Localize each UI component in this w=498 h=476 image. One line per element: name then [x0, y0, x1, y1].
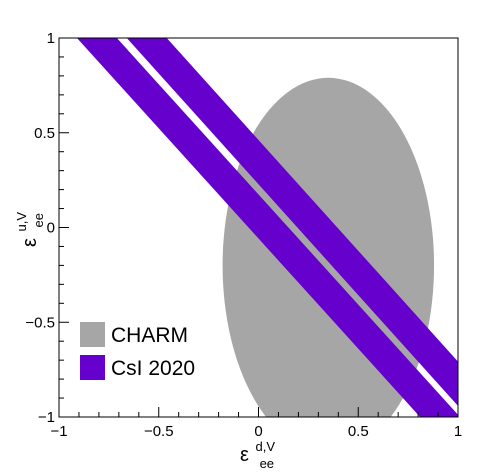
legend-label-charm: CHARM	[111, 324, 188, 347]
x-axis-title-superscript: d,V	[255, 439, 275, 454]
x-tick-label: −0.5	[144, 423, 174, 440]
y-axis-title-superscript: u,V	[14, 212, 29, 232]
csi-band-2	[126, 38, 458, 406]
legend: CHARM CsI 2020	[72, 317, 219, 384]
legend-label-csi: CsI 2020	[111, 357, 195, 380]
tick-labels: −1 −0.5 0 0.5 1 −1 −0.5 0 0.5 1	[25, 30, 462, 440]
x-axis-title-subscript: ee	[260, 456, 274, 471]
y-axis-title: ε u,V ee	[9, 206, 46, 247]
y-tick-label: 0	[47, 220, 55, 237]
x-tick-label: −1	[50, 423, 67, 440]
svg-text:ε u,V ee: ε u,V ee	[9, 206, 46, 247]
x-tick-label: 0.5	[348, 423, 369, 440]
x-tick-label: 0	[254, 423, 262, 440]
csi-band-1	[76, 38, 458, 417]
axis-ticks	[58, 37, 459, 418]
legend-swatch-charm	[80, 322, 105, 347]
y-axis-title-main: ε	[19, 238, 41, 247]
x-tick-label: 1	[454, 423, 462, 440]
legend-swatch-csi	[80, 355, 105, 380]
y-tick-label: −1	[38, 409, 55, 426]
y-tick-label: 1	[47, 30, 55, 47]
plot-area	[76, 38, 458, 417]
x-axis-title: ε d,V ee	[240, 434, 281, 471]
y-tick-label: 0.5	[34, 125, 55, 142]
y-tick-label: −0.5	[25, 314, 55, 331]
y-axis-title-subscript: ee	[31, 213, 46, 227]
x-axis-title-main: ε	[240, 444, 249, 466]
